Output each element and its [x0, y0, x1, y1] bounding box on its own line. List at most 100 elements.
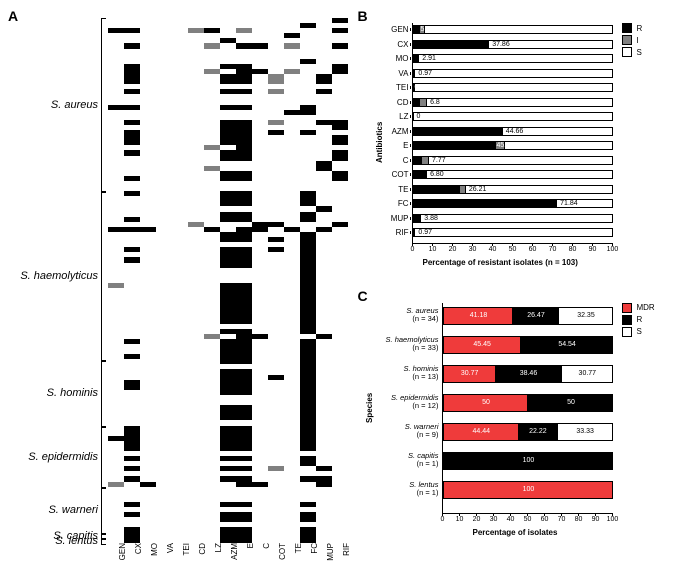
heatmap-xlabel: MO — [150, 543, 159, 583]
bar-b-row: VA0.97 — [413, 67, 613, 81]
bar-c-seg-s: 33.33 — [557, 423, 614, 441]
bar-b-seg-r — [413, 141, 495, 150]
species-label: S. lentus — [8, 535, 98, 547]
bar-b-label: COT — [378, 170, 408, 179]
species-label: S. epidermidis — [8, 451, 98, 463]
bar-b-value: 44.66 — [506, 128, 524, 135]
heatmap-xlabel: FC — [310, 543, 319, 583]
bar-b-value: 3.88 — [424, 215, 438, 222]
bar-b-label: GEN — [378, 25, 408, 34]
chart-b-area: GEN5.83CX37.86MO2.91VA0.97TEI0.97CD6.8LZ… — [412, 23, 613, 244]
bar-b-seg-r — [413, 127, 502, 136]
bar-b-row: CD6.8 — [413, 96, 613, 110]
heatmap-cell — [316, 538, 332, 543]
bar-c-label: S. epidermidis(n = 12) — [373, 394, 438, 411]
species-bracket — [101, 538, 106, 545]
axis-tick: 0 — [441, 516, 445, 523]
bar-c-label: S. haemolyticus(n = 33) — [373, 336, 438, 353]
axis-tick: 0 — [411, 246, 415, 253]
bar-c-seg-mdr: 30.77 — [443, 365, 495, 383]
legend-text: S — [636, 327, 641, 336]
legend-item: R — [622, 315, 654, 325]
bar-c-seg-r: 22.22 — [519, 423, 557, 441]
axis-tick: 70 — [558, 516, 566, 523]
heatmap-cell — [252, 538, 268, 543]
bar-b-value: 26.21 — [469, 186, 487, 193]
bar-c-row: S. warneri(n = 9)44.4422.2233.33 — [443, 419, 613, 445]
axis-tick: 60 — [529, 246, 537, 253]
bar-b-row: GEN5.83 — [413, 23, 613, 37]
panel-c-label: C — [357, 288, 367, 304]
heatmap-xlabel: AZM — [230, 543, 239, 583]
heatmap-xlabel: RIF — [342, 543, 351, 583]
bar-b-row: MUP3.88 — [413, 212, 613, 226]
bar-c-row: S. hominis(n = 13)30.7738.4630.77 — [443, 361, 613, 387]
bar-b-label: TE — [378, 185, 408, 194]
axis-tick: 20 — [449, 246, 457, 253]
bar-c-row: S. epidermidis(n = 12)5050 — [443, 390, 613, 416]
legend-c: MDRRS — [622, 303, 654, 339]
bar-b-value: 6.8 — [430, 99, 440, 106]
bar-b-value: 0.97 — [414, 84, 428, 91]
bar-b-label: TEI — [378, 83, 408, 92]
bar-b-seg-s — [413, 83, 613, 92]
axis-tick: 30 — [490, 516, 498, 523]
bar-b-seg-r — [413, 185, 459, 194]
bar-b-row: AZM44.66 — [413, 125, 613, 139]
heatmap-cell — [236, 538, 252, 543]
panel-a-label: A — [8, 8, 18, 24]
legend-text: S — [636, 48, 641, 57]
heatmap-cell — [188, 538, 204, 543]
bar-b-value: 2.91 — [422, 55, 436, 62]
bar-b-value: 6.80 — [430, 171, 444, 178]
legend-item: S — [622, 327, 654, 337]
bar-b-label: CD — [378, 98, 408, 107]
axis-tick: 80 — [575, 516, 583, 523]
bar-b-row: MO2.91 — [413, 52, 613, 66]
legend-b: RIS — [622, 23, 642, 59]
heatmap-cell — [172, 538, 188, 543]
bar-c-seg-mdr: 100 — [443, 481, 613, 499]
legend-text: R — [636, 24, 642, 33]
heatmap-cell — [124, 538, 140, 543]
chart-b-xlabel: Percentage of resistant isolates (n = 10… — [422, 258, 577, 267]
bar-b-label: RIF — [378, 228, 408, 237]
bar-b-seg-s — [413, 69, 613, 78]
legend-item: I — [622, 35, 642, 45]
bar-b-row: TEI0.97 — [413, 81, 613, 95]
bar-c-seg-mdr: 41.18 — [443, 307, 513, 325]
heatmap-cell — [156, 538, 172, 543]
bar-b-value: 0.97 — [418, 70, 432, 77]
bar-c-row: S. lentus(n = 1)100 — [443, 477, 613, 503]
bar-c-seg-r: 54.54 — [521, 336, 614, 354]
axis-tick: 30 — [469, 246, 477, 253]
bar-c-seg-r: 26.47 — [513, 307, 558, 325]
panel-a: A GENCXMOVATEICDLZAZMECCOTTEFCMUPRIF S. … — [8, 8, 357, 578]
bar-b-seg-r — [413, 214, 421, 223]
bar-c-label: S. aureus(n = 34) — [373, 307, 438, 324]
bar-b-seg-s — [413, 112, 613, 121]
bar-b-value: 7.77 — [432, 157, 446, 164]
legend-swatch — [622, 327, 632, 337]
bar-b-seg-s — [413, 25, 613, 34]
bar-b-value: 71.84 — [560, 200, 578, 207]
axis-tick: 40 — [507, 516, 515, 523]
heatmap-xlabel: CX — [134, 543, 143, 583]
bar-b-label: MO — [378, 54, 408, 63]
bar-c-seg-mdr: 44.44 — [443, 423, 519, 441]
bar-b-label: LZ — [378, 112, 408, 121]
bar-b-seg-r — [413, 40, 489, 49]
species-bracket — [101, 360, 106, 428]
heatmap-cell — [268, 538, 284, 543]
heatmap-cell — [220, 538, 236, 543]
heatmap-row — [108, 538, 348, 543]
bar-c-label: S. hominis(n = 13) — [373, 365, 438, 382]
bar-b-seg-r — [413, 54, 419, 63]
bar-b-row: CX37.86 — [413, 38, 613, 52]
axis-tick: 100 — [607, 246, 619, 253]
bar-c-seg-mdr: 45.45 — [443, 336, 520, 354]
species-label: S. warneri — [8, 504, 98, 516]
bar-b-value: 0.97 — [418, 229, 432, 236]
bar-b-row: LZ0 — [413, 110, 613, 124]
bar-c-seg-mdr: 50 — [443, 394, 528, 412]
